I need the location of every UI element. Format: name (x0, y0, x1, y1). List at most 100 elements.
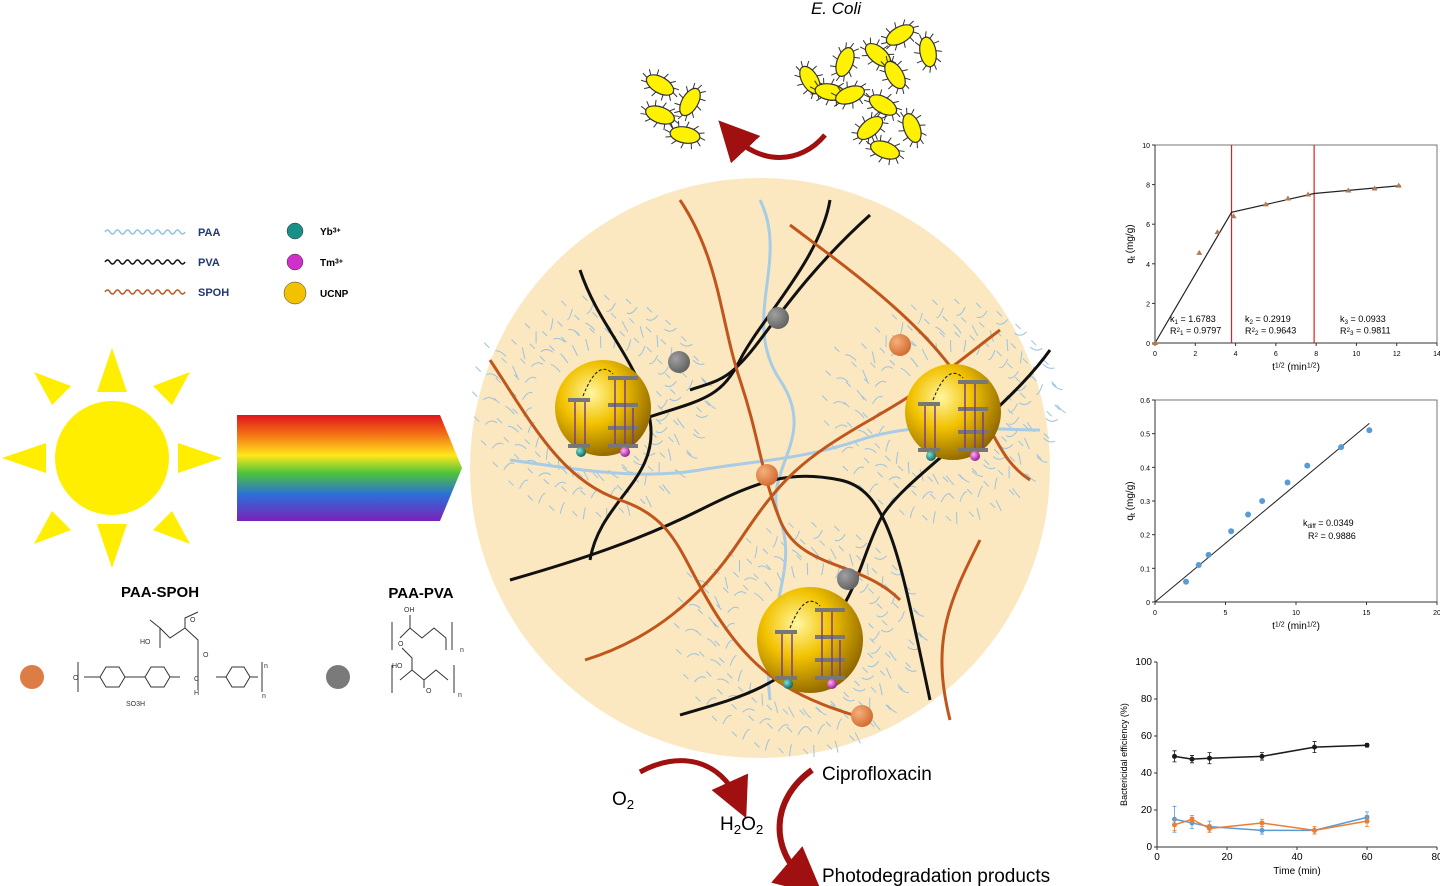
brush (669, 388, 682, 402)
brush (1051, 381, 1063, 391)
x-tick-label: 5 (1224, 610, 1228, 617)
flagella (640, 69, 680, 101)
brush (731, 703, 755, 713)
brush (704, 400, 716, 410)
point (1345, 187, 1352, 193)
text-part: 3+ (335, 259, 343, 266)
text-part: 1/2 (1307, 363, 1317, 370)
text-part: t (1130, 256, 1137, 258)
brush (1006, 362, 1019, 379)
brush (646, 346, 659, 365)
yb-ion (926, 451, 936, 461)
text-part: Bactericidal efficiency (%) (1119, 703, 1129, 806)
yb-ion (783, 679, 793, 689)
bacterium (880, 19, 920, 51)
brush (811, 521, 823, 539)
brush (833, 346, 857, 361)
bacterium (863, 89, 903, 121)
cell (885, 24, 915, 46)
brush (722, 587, 747, 596)
point (1259, 753, 1265, 759)
structure-label: O (398, 641, 404, 648)
brush (823, 420, 848, 429)
legend-label: Tm3+ (320, 258, 343, 269)
brush (733, 571, 757, 581)
bacterium (640, 99, 680, 131)
bacterium (914, 31, 942, 73)
brush (524, 323, 537, 344)
brush (863, 378, 887, 388)
y-tick-label: 0 (1146, 600, 1150, 607)
brush (560, 336, 579, 357)
o2-label: O2 (612, 789, 634, 812)
text-part: diff (1308, 523, 1317, 530)
text-part: 3+ (333, 228, 341, 235)
brush (867, 652, 880, 668)
y-tick-label: 80 (1141, 694, 1153, 705)
x-tick-label: 15 (1363, 610, 1371, 617)
ros-arrow (638, 758, 749, 819)
x-tick-label: 2 (1193, 351, 1197, 358)
annotation: R2 = 0.9886 (1308, 531, 1356, 541)
text-part: R (1340, 326, 1347, 336)
text-part: 2 (1347, 327, 1351, 334)
brush (695, 406, 709, 418)
x-tick-label: 20 (1221, 852, 1233, 863)
brush (503, 436, 527, 450)
brush (529, 343, 554, 353)
legend-label: UCNP (320, 289, 349, 300)
brush (471, 391, 496, 401)
structure-label: O (426, 688, 432, 695)
annotation: R23 = 0.9811 (1340, 325, 1391, 337)
brush (996, 350, 1009, 369)
brush (539, 355, 561, 373)
brush (659, 448, 672, 461)
brush (898, 506, 916, 518)
brush (1043, 432, 1056, 443)
brush (645, 326, 659, 348)
brush (910, 340, 929, 361)
structure-label: n (262, 693, 266, 700)
legend-ball (286, 222, 304, 240)
x-tick-label: 8 (1314, 351, 1318, 358)
brush (753, 573, 773, 592)
brush (664, 372, 677, 388)
brush (561, 486, 584, 495)
brush (751, 693, 764, 706)
brush (628, 317, 644, 339)
series-line (1174, 744, 1368, 760)
point (1304, 462, 1311, 469)
brush (910, 304, 923, 325)
point (1364, 818, 1370, 824)
text-part: 3 (1350, 330, 1354, 337)
point (1312, 827, 1317, 833)
bacterium (897, 107, 927, 149)
point (1364, 742, 1370, 748)
x-tick-label: 12 (1393, 351, 1401, 358)
y-tick-label: 40 (1141, 768, 1153, 779)
brush (703, 587, 721, 608)
brush (705, 671, 730, 684)
point (1196, 249, 1203, 255)
brush (686, 449, 698, 459)
text-part: O (741, 814, 756, 835)
brush (549, 345, 569, 364)
brush (748, 715, 772, 725)
cell (868, 94, 898, 116)
structure-label: OH (404, 607, 415, 614)
annotation: R22 = 0.9643 (1245, 325, 1296, 337)
y-tick-label: 6 (1146, 222, 1150, 229)
brush (874, 439, 891, 452)
structures (77, 611, 455, 693)
structure-labels: HO O O On SO3H CHn OH n HO O On (73, 607, 464, 708)
brush (1036, 453, 1048, 463)
brush (802, 744, 815, 757)
x-tick-label: 60 (1361, 852, 1373, 863)
brush (766, 527, 778, 548)
text-part: = 0.9643 (1259, 325, 1297, 335)
text-part: (min (1285, 362, 1307, 373)
text-part: t (1272, 621, 1275, 632)
brush (726, 669, 743, 682)
brush (508, 479, 529, 489)
